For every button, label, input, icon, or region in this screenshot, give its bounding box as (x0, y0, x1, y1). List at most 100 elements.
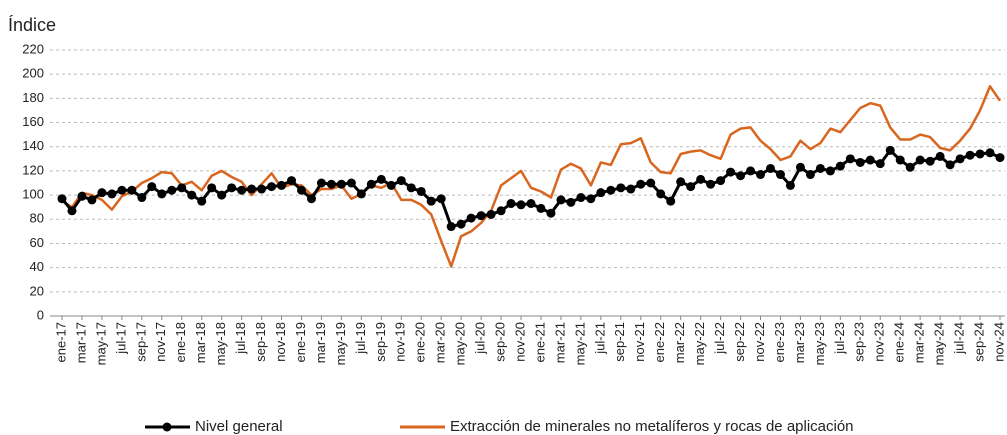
series-marker (835, 161, 845, 171)
series-marker (985, 148, 995, 158)
series-marker (945, 160, 955, 170)
y-axis-label: Índice (8, 15, 56, 35)
x-tick-label: mar-21 (552, 322, 567, 363)
y-tick-label: 40 (30, 259, 44, 274)
x-tick-label: ene-17 (53, 322, 68, 362)
series-marker (756, 170, 766, 180)
series-marker (486, 209, 496, 219)
series-marker (746, 166, 756, 176)
series-marker (466, 213, 476, 223)
x-tick-label: jul-21 (592, 322, 607, 355)
y-tick-label: 20 (30, 283, 44, 298)
series-marker (646, 178, 656, 188)
series-marker (436, 194, 446, 204)
series-marker (306, 194, 316, 204)
series-marker (127, 185, 137, 195)
series-marker (596, 188, 606, 198)
series-marker (716, 176, 726, 186)
series-marker (855, 157, 865, 167)
series-marker (87, 195, 97, 205)
x-tick-label: may-21 (572, 322, 587, 365)
x-tick-label: mar-20 (433, 322, 448, 363)
series-marker (616, 183, 626, 193)
series-marker (516, 200, 526, 210)
series-marker (476, 211, 486, 221)
series-marker (277, 180, 287, 190)
series-marker (177, 183, 187, 193)
series-marker (726, 167, 736, 177)
y-tick-label: 60 (30, 235, 44, 250)
x-tick-label: jul-23 (832, 322, 847, 355)
series-marker (426, 196, 436, 206)
legend-label: Extracción de minerales no metalíferos y… (450, 418, 854, 435)
series-marker (965, 150, 975, 160)
series-marker (606, 185, 616, 195)
series-line (61, 85, 1002, 268)
series-marker (296, 185, 306, 195)
series-marker (386, 180, 396, 190)
series-marker (57, 194, 67, 204)
x-tick-label: ene-22 (652, 322, 667, 362)
series-marker (706, 179, 716, 189)
x-tick-label: mar-17 (73, 322, 88, 363)
x-tick-label: may-20 (453, 322, 468, 365)
series-marker (496, 206, 506, 216)
x-tick-label: ene-19 (293, 322, 308, 362)
series-marker (666, 196, 676, 206)
y-tick-label: 160 (22, 114, 44, 129)
series-marker (267, 182, 277, 192)
x-tick-label: sep-19 (373, 322, 388, 362)
x-tick-label: jul-19 (353, 322, 368, 355)
series-marker (765, 163, 775, 173)
series-marker (885, 145, 895, 155)
series-marker (805, 170, 815, 180)
series-marker (157, 189, 167, 199)
x-tick-label: jul-17 (113, 322, 128, 355)
legend-marker (162, 422, 172, 432)
series-marker (456, 219, 466, 229)
x-tick-label: ene-21 (532, 322, 547, 362)
y-tick-label: 220 (22, 41, 44, 56)
x-tick-label: may-24 (932, 322, 947, 365)
series-marker (546, 208, 556, 218)
series-marker (865, 155, 875, 165)
y-tick-label: 200 (22, 66, 44, 81)
series-marker (925, 156, 935, 166)
series-marker (446, 222, 456, 232)
x-tick-label: jul-20 (473, 322, 488, 355)
x-tick-label: nov-19 (393, 322, 408, 362)
series-marker (97, 188, 107, 198)
x-tick-label: sep-24 (971, 322, 986, 362)
x-tick-label: ene-23 (772, 322, 787, 362)
series-marker (376, 174, 386, 184)
series-marker (676, 177, 686, 187)
x-tick-label: may-18 (213, 322, 228, 365)
series-marker (287, 176, 297, 186)
series-marker (576, 193, 586, 203)
x-tick-label: jul-24 (952, 322, 967, 355)
x-tick-label: mar-24 (912, 322, 927, 363)
series-marker (247, 184, 257, 194)
series-marker (227, 183, 237, 193)
x-tick-label: sep-22 (732, 322, 747, 362)
series-marker (875, 159, 885, 169)
series-marker (905, 162, 915, 172)
x-tick-label: sep-20 (493, 322, 508, 362)
series-marker (935, 151, 945, 161)
x-tick-label: may-23 (812, 322, 827, 365)
series-marker (636, 179, 646, 189)
series-marker (775, 170, 785, 180)
series-marker (995, 153, 1005, 163)
x-tick-label: may-17 (93, 322, 108, 365)
x-tick-label: ene-24 (892, 322, 907, 362)
x-tick-label: nov-23 (872, 322, 887, 362)
series-marker (556, 195, 566, 205)
x-tick-label: mar-23 (792, 322, 807, 363)
series-marker (795, 162, 805, 172)
series-marker (536, 203, 546, 213)
x-tick-label: ene-18 (173, 322, 188, 362)
series-marker (167, 185, 177, 195)
series-marker (696, 174, 706, 184)
y-tick-label: 120 (22, 162, 44, 177)
series-marker (356, 189, 366, 199)
